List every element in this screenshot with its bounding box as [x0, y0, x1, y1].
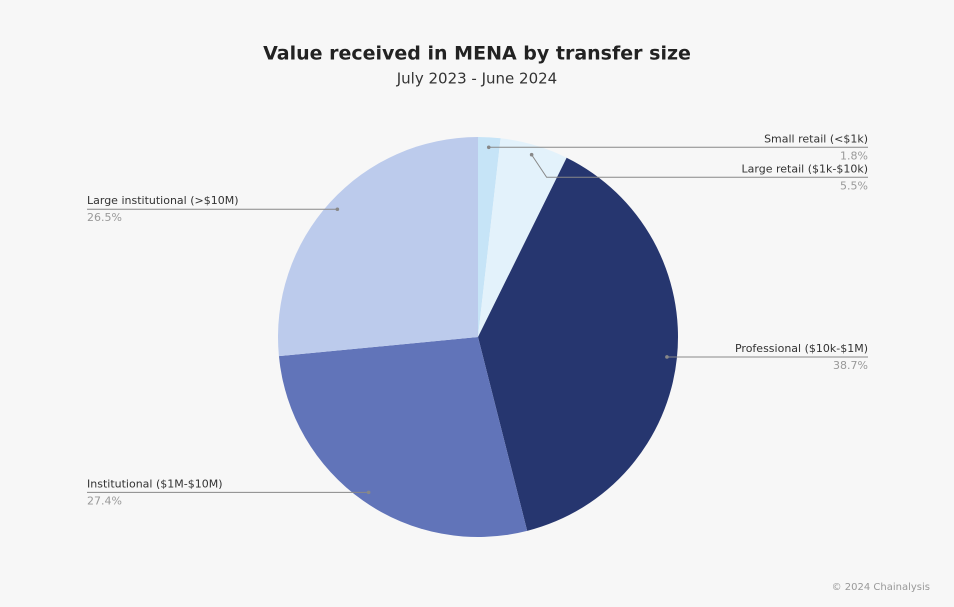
slice-label: Small retail (<$1k) [764, 132, 868, 145]
slice-value-label: 1.8% [840, 149, 868, 162]
leader-dot [529, 152, 534, 157]
pie-slice [478, 137, 501, 337]
pie-slice [278, 337, 528, 537]
leader-dot [335, 207, 340, 212]
slice-value-label: 26.5% [87, 211, 122, 224]
pie-slice [478, 157, 678, 531]
leader-dot [665, 355, 669, 359]
pie-slice [478, 138, 567, 337]
source: © 2024 Chainalysis [832, 582, 930, 593]
slice-label: Large retail ($1k-$10k) [742, 162, 868, 175]
slice-value-label: 5.5% [840, 179, 868, 192]
slice-value-label: 38.7% [833, 359, 868, 372]
slice-value-label: 27.4% [87, 494, 122, 507]
slice-label: Large institutional (>$10M) [87, 194, 239, 207]
leader-dot [366, 490, 371, 495]
chart-subtitle: July 2023 - June 2024 [396, 70, 557, 88]
leader-line [531, 154, 868, 178]
slice-label: Institutional ($1M-$10M) [87, 477, 223, 490]
chart-title: Value received in MENA by transfer size [263, 43, 691, 65]
pie-slice [278, 137, 478, 357]
leader-dot [486, 145, 491, 150]
slice-label: Professional ($10k-$1M) [735, 342, 868, 355]
